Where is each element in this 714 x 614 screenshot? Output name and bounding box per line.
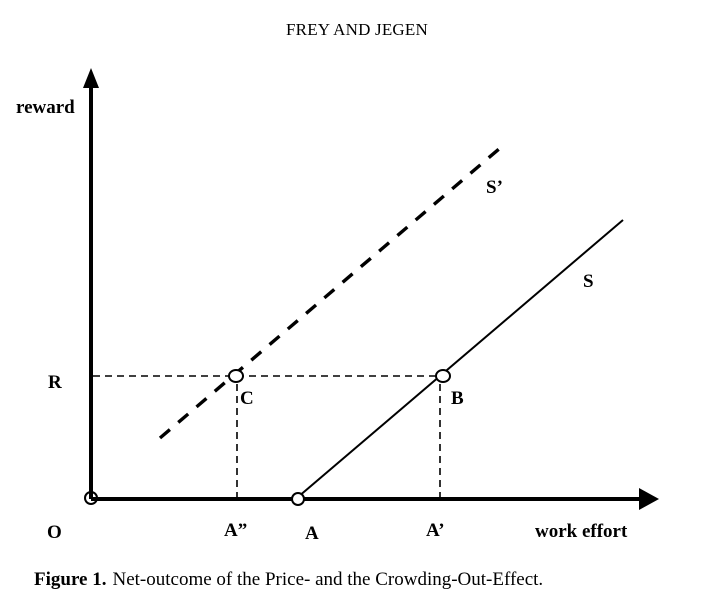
effort-a-prime-label: A’ [426,520,445,541]
x-axis-label: work effort [535,521,628,542]
supply-shifted-curve [158,141,508,440]
figure-caption: Figure 1. Net-outcome of the Price- and t… [34,569,543,591]
x-axis-arrow-icon [639,488,659,510]
y-axis-arrow-icon [83,68,99,88]
point-b-marker [435,369,451,383]
supply-curve [297,219,624,498]
caption-text: Net-outcome of the Price- and the Crowdi… [112,569,544,590]
point-c-label: C [240,388,254,409]
supply-label: S [583,271,594,292]
point-b-label: B [451,388,464,409]
effort-a-double-prime-label: A” [224,520,248,541]
figure-number: Figure 1. [34,569,107,590]
point-c-marker [228,369,244,383]
reward-level-label: R [48,372,62,393]
origin-label: O [47,522,62,543]
running-head: FREY AND JEGEN [286,20,428,39]
effort-a-label: A [305,523,319,544]
supply-shifted-label: S’ [486,177,503,198]
point-a-marker [291,492,305,506]
y-axis-label: reward [16,97,75,118]
origin-marker [84,491,98,505]
